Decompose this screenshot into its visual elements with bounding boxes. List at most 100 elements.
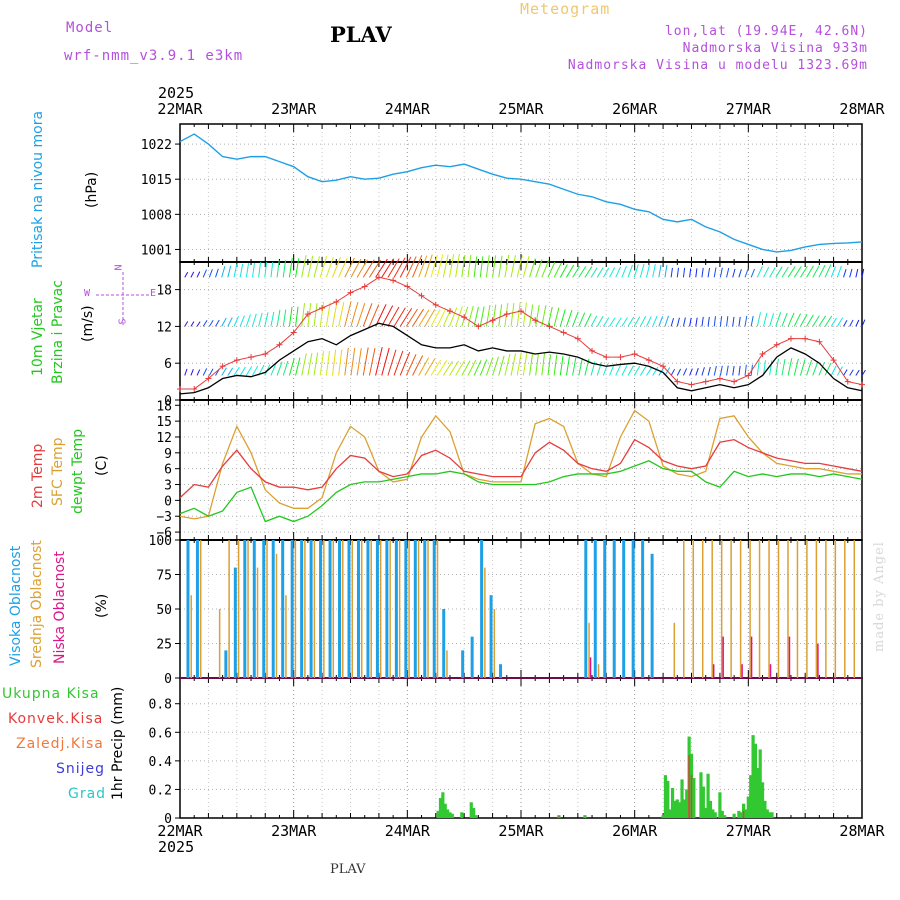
wind-arrow <box>473 360 482 376</box>
cloud-bar-visoka <box>650 553 654 678</box>
precip-bar-total <box>460 812 464 818</box>
precip-bar-total <box>756 768 760 818</box>
wind-arrow <box>861 319 866 327</box>
wind-arrow <box>196 369 201 376</box>
wind-arrow <box>855 319 860 327</box>
wind-arrow <box>793 313 802 327</box>
cloud-bar-srednja <box>768 540 770 678</box>
wind-arrow <box>559 264 568 278</box>
cloud-bar-niska <box>722 636 724 678</box>
wind-arrow <box>738 269 742 278</box>
wind-arrow <box>590 315 598 327</box>
wind-arrow <box>775 312 782 327</box>
wind-arrow <box>252 365 259 376</box>
wind-arrow <box>639 315 647 327</box>
wind-arrow <box>689 368 693 376</box>
wind-arrow <box>732 316 735 327</box>
y-tick-label: 1001 <box>141 243 172 258</box>
wind-arrow <box>510 255 516 278</box>
wind-arrow <box>239 263 244 278</box>
wind-arrow <box>301 353 307 376</box>
wind-arrow <box>449 360 459 376</box>
precip-bar-total <box>770 812 774 818</box>
gust-line <box>180 276 863 390</box>
wind-arrow <box>258 312 263 327</box>
wind-arrow <box>565 309 573 327</box>
wind-arrow <box>258 262 262 278</box>
wind-arrow <box>682 368 688 376</box>
cloud-bar-srednja <box>398 540 401 678</box>
wind-arrow <box>547 306 553 327</box>
wind-arrow <box>713 267 717 278</box>
wind-arrow <box>830 266 837 278</box>
cloud-bar-srednja <box>749 540 751 678</box>
wind-arrow <box>578 358 583 376</box>
wind-arrow <box>769 360 773 376</box>
wind-arrow <box>332 301 338 327</box>
wind-arrow <box>251 313 257 327</box>
wind-arrow <box>461 306 469 327</box>
wind-arrow <box>190 369 194 376</box>
wind-arrow <box>325 256 334 278</box>
wind-arrow <box>504 353 511 376</box>
cloud-bar-srednja <box>796 540 799 678</box>
wind-arrow <box>627 316 635 327</box>
wind-arrow <box>824 264 832 278</box>
wind-arrow <box>350 258 362 278</box>
wind-arrow <box>529 258 536 278</box>
cloud-bar-srednja <box>389 540 391 678</box>
precip-bar-total <box>737 810 741 818</box>
wind-arrow <box>738 365 741 376</box>
cloud-bar-visoka <box>470 636 474 678</box>
y-tick-label: 0 <box>164 812 172 827</box>
cloud-bar-srednja <box>313 540 316 678</box>
wind-arrow <box>455 360 465 376</box>
precip-bar-konvek <box>558 816 560 818</box>
precip-bar-total <box>713 812 717 818</box>
wind-arrow <box>393 350 404 376</box>
wind-arrow <box>787 358 793 376</box>
wind-arrow <box>288 358 295 376</box>
date-label-bottom: 26MAR <box>612 822 658 840</box>
wind-arrow <box>756 360 760 376</box>
wind-arrow <box>301 255 307 278</box>
cloud-bar-srednja <box>408 540 410 678</box>
cloud-bar-srednja <box>237 540 240 678</box>
y-tick-label: −3 <box>156 510 172 525</box>
wind-arrow <box>572 311 579 327</box>
y-tick-label: 1022 <box>141 138 172 153</box>
precip-bar-total <box>692 778 696 818</box>
wind-arrow <box>756 312 761 327</box>
wind-arrow <box>375 258 388 278</box>
precip-bar-total <box>675 799 679 818</box>
cloud-bar-srednja <box>730 540 732 678</box>
wind-arrow <box>184 321 189 327</box>
wind-arrow <box>830 365 837 376</box>
wind-arrow <box>615 364 622 376</box>
wind-arrow <box>313 256 320 278</box>
wind-speed-line <box>179 322 863 395</box>
wind-arrow <box>473 306 479 327</box>
wind-arrow <box>221 317 227 327</box>
wind-arrow <box>479 306 485 327</box>
precip-bar-total <box>673 800 677 818</box>
cloud-bar-srednja <box>351 540 353 678</box>
wind-arrow <box>652 315 658 327</box>
wind-arrow <box>504 254 510 278</box>
wind-arrow <box>313 352 319 376</box>
wind-arrow <box>726 316 729 327</box>
cloud-bar-srednja <box>332 540 335 678</box>
y-tick-label: 50 <box>156 603 172 618</box>
wind-arrow <box>264 312 269 327</box>
cloud-bar-visoka <box>461 650 465 678</box>
wind-arrow <box>338 302 345 327</box>
cloud-bar-srednja <box>853 540 856 678</box>
model-altitude-label: Nadmorska Visina u modelu 1323.69m <box>567 58 868 73</box>
wind-arrow <box>843 269 847 278</box>
wind-arrow <box>221 367 227 376</box>
wind-arrow <box>301 302 306 327</box>
wind-arrow <box>553 262 562 278</box>
wind-arrow <box>621 365 628 376</box>
wind-arrow <box>726 365 729 376</box>
wind-arrow <box>682 317 686 327</box>
